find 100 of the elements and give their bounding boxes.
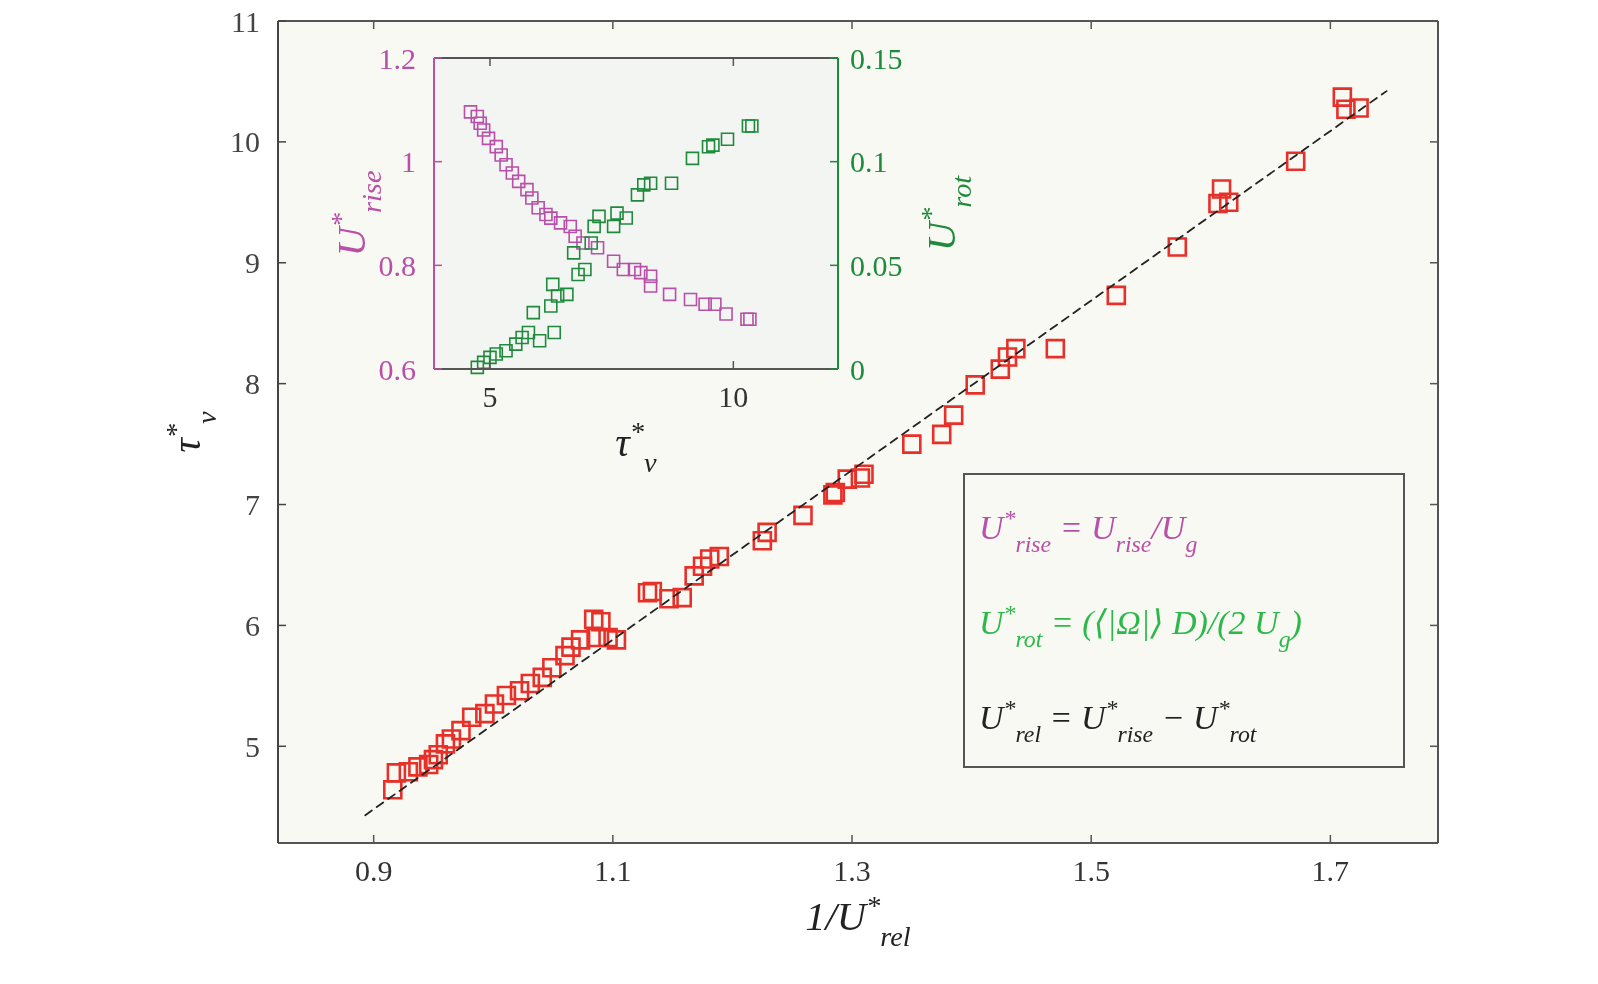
point	[684, 566, 704, 586]
point	[637, 582, 658, 603]
point	[902, 434, 922, 454]
point	[435, 734, 456, 754]
point	[583, 609, 604, 630]
y-tick-label: 7	[245, 488, 260, 522]
point	[560, 287, 574, 302]
point	[489, 347, 504, 361]
point	[544, 211, 558, 225]
point	[643, 269, 658, 284]
point	[619, 211, 634, 225]
point	[521, 325, 536, 340]
y-tick-label: 0.8	[378, 248, 416, 282]
point	[418, 754, 439, 775]
point	[701, 139, 716, 154]
point	[473, 116, 488, 131]
point	[525, 191, 539, 205]
point	[563, 219, 578, 234]
point	[476, 123, 491, 137]
annotation: U$^{*}$$_{rise}$ = U$_{rise}$/U$_{g}$	[979, 505, 1198, 557]
point	[636, 178, 651, 192]
point	[532, 667, 553, 688]
point	[532, 334, 547, 348]
point	[547, 325, 562, 340]
point	[571, 267, 585, 282]
point	[520, 182, 534, 197]
point	[568, 229, 582, 244]
point	[509, 680, 530, 701]
point	[659, 589, 679, 609]
point	[515, 330, 529, 345]
point	[566, 246, 581, 260]
point	[752, 530, 773, 551]
point	[627, 262, 642, 277]
point	[484, 694, 505, 714]
point	[494, 148, 508, 162]
point	[664, 176, 679, 191]
annotation: U$^{*}$$_{rot}$ = (⟨|Ω|⟩ D)/(2 U$_{g}$)	[979, 600, 1302, 652]
point	[606, 630, 627, 650]
point	[496, 685, 517, 706]
point	[470, 109, 485, 124]
point	[441, 729, 462, 749]
point	[1106, 285, 1127, 306]
y2-tick-label: 0.05	[850, 248, 903, 282]
point	[511, 174, 526, 189]
point	[719, 307, 733, 321]
point	[630, 188, 645, 202]
y-tick-label: 1	[401, 145, 416, 179]
point	[931, 424, 952, 445]
y-tick-label: 9	[245, 246, 260, 280]
point	[598, 627, 618, 648]
point	[1045, 338, 1066, 359]
point	[576, 236, 590, 250]
point	[1332, 87, 1353, 107]
point	[461, 707, 482, 728]
point	[634, 265, 648, 280]
point	[943, 405, 964, 425]
point	[643, 176, 658, 191]
y-tick-label: 6	[245, 608, 260, 642]
y2-tick-label: 0	[850, 352, 865, 386]
point	[741, 119, 756, 133]
point	[408, 757, 428, 777]
point	[685, 151, 700, 166]
point	[545, 277, 560, 292]
point	[553, 216, 568, 230]
point	[720, 132, 735, 147]
point	[499, 343, 513, 358]
point	[591, 611, 611, 632]
point	[542, 657, 562, 678]
point	[1006, 338, 1026, 359]
point	[590, 240, 605, 255]
point	[550, 289, 565, 303]
point	[708, 297, 722, 312]
point	[428, 744, 449, 765]
point	[386, 763, 407, 783]
point	[990, 359, 1011, 379]
point	[489, 139, 504, 154]
point	[606, 254, 621, 268]
x-tick-label: 1.7	[1311, 853, 1350, 887]
point	[499, 157, 513, 172]
x-tick-label: 0.9	[354, 853, 393, 887]
point	[584, 236, 599, 250]
point	[592, 209, 606, 224]
y-tick-label: 11	[231, 4, 260, 38]
point	[997, 347, 1018, 367]
point	[451, 720, 471, 741]
point	[398, 761, 419, 782]
point	[793, 505, 813, 526]
point	[526, 305, 541, 320]
point	[610, 206, 624, 220]
y-tick-label: 1.2	[378, 41, 416, 75]
point	[520, 673, 541, 694]
point	[1208, 193, 1228, 214]
point	[837, 469, 858, 489]
point	[692, 556, 713, 576]
y-tick-label: 10	[230, 125, 260, 159]
point	[706, 138, 720, 152]
point	[757, 522, 777, 543]
point	[1285, 151, 1306, 172]
point	[555, 645, 575, 666]
point	[475, 703, 495, 724]
